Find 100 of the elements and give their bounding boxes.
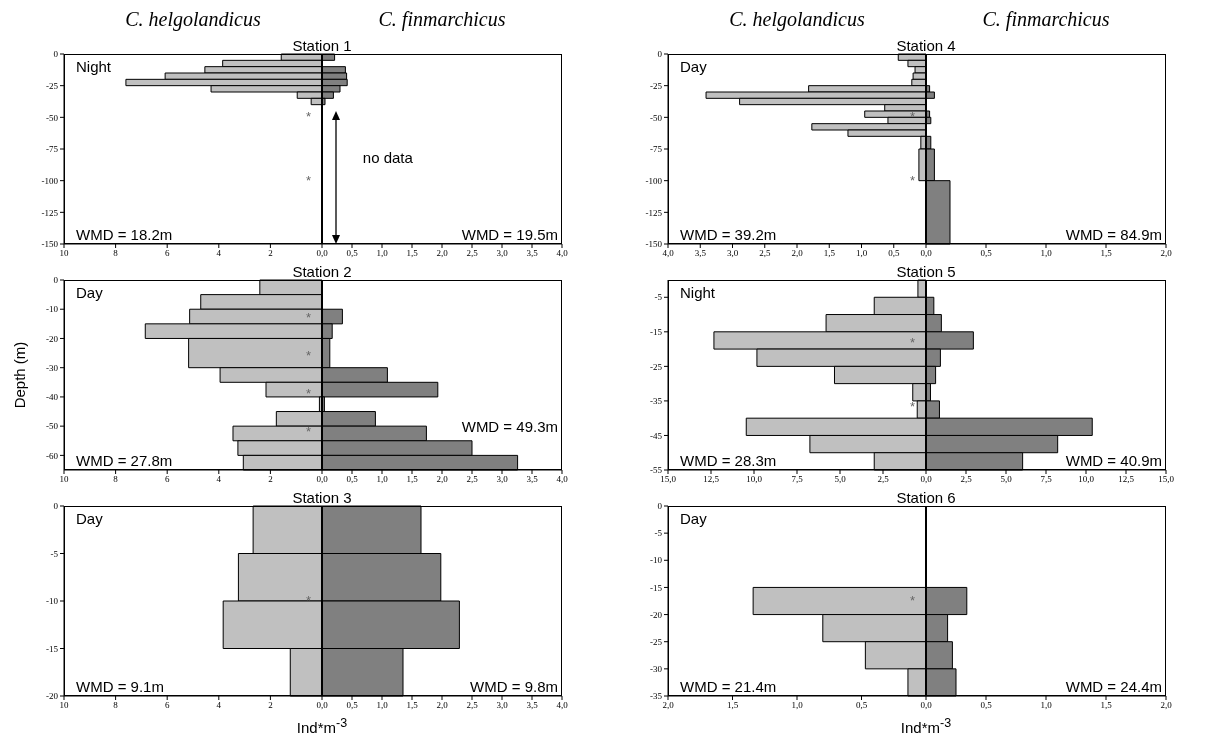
- y-tick-label: -5: [654, 528, 663, 539]
- y-tick-label: -25: [650, 636, 663, 647]
- y-tick-label: -5: [654, 292, 663, 303]
- y-tick-label: 0: [657, 49, 663, 60]
- x-tick-label: 1,0: [376, 474, 389, 485]
- annotation: WMD = 21.4m: [680, 678, 777, 695]
- x-tick-label: 2: [268, 248, 273, 259]
- annotation: WMD = 39.2m: [680, 226, 777, 243]
- x-tick-label: 8: [113, 474, 119, 485]
- x-tick-label: 2: [268, 700, 273, 711]
- x-tick-label: 0,5: [888, 248, 900, 259]
- x-tick-label: 1,5: [726, 700, 739, 711]
- annotation: Day: [76, 284, 103, 301]
- y-tick-label: -30: [46, 362, 59, 373]
- annotation: *: [306, 310, 312, 325]
- annotation: Night: [680, 284, 716, 301]
- annotation: WMD = 84.9m: [1065, 226, 1162, 243]
- x-tick-label: 4,0: [556, 700, 569, 711]
- x-tick-label: 5,0: [1000, 474, 1013, 485]
- y-tick-label: -125: [41, 207, 59, 218]
- x-tick-label: 8: [113, 700, 119, 711]
- annotation: no data: [362, 149, 413, 166]
- x-tick-label: 1,0: [1040, 700, 1053, 711]
- x-tick-label: 4,0: [662, 248, 675, 259]
- annotation: *: [910, 593, 916, 608]
- annotation: *: [910, 172, 916, 188]
- y-tick-label: 0: [53, 501, 59, 512]
- y-tick-label: -35: [650, 691, 663, 702]
- annotation: *: [306, 172, 312, 188]
- x-tick-label: 2,0: [436, 474, 449, 485]
- x-tick-label: 15,0: [660, 474, 677, 485]
- y-tick-label: -150: [645, 239, 663, 250]
- annotation: WMD = 9.1m: [76, 678, 164, 695]
- y-tick-label: -15: [46, 643, 59, 654]
- chart-title: Station 2: [292, 263, 352, 280]
- x-tick-label: 7,5: [1040, 474, 1053, 485]
- x-tick-label: 7,5: [791, 474, 804, 485]
- chart-title: Station 1: [292, 37, 352, 54]
- y-tick-label: -40: [46, 392, 59, 403]
- chart-subtitle: C. helgolandicus: [728, 8, 866, 33]
- annotation: WMD = 19.5m: [461, 226, 558, 243]
- x-tick-label: 3,5: [694, 248, 707, 259]
- x-tick-label: 6: [164, 248, 170, 259]
- y-tick-label: -30: [650, 664, 663, 675]
- x-tick-label: 10: [59, 700, 69, 711]
- x-tick-label: 4: [216, 474, 222, 485]
- x-tick-label: 1,5: [406, 248, 419, 259]
- x-tick-label: 0,0: [316, 248, 329, 259]
- x-tick-label: 4: [216, 248, 222, 259]
- y-tick-label: -10: [46, 304, 59, 315]
- annotation: Day: [680, 510, 707, 527]
- annotation: *: [306, 424, 312, 439]
- annotation: WMD = 49.3m: [461, 418, 558, 436]
- x-tick-label: 2,0: [662, 700, 675, 711]
- x-tick-label: 10,0: [746, 474, 763, 485]
- y-tick-label: -15: [650, 327, 663, 338]
- x-tick-label: 12,5: [1118, 474, 1135, 485]
- annotation: *: [910, 109, 916, 125]
- x-tick-label: 2,5: [466, 700, 479, 711]
- y-tick-label: -100: [645, 175, 663, 186]
- x-tick-label: 1,0: [376, 248, 389, 259]
- x-tick-label: 0,5: [980, 248, 993, 259]
- annotation: *: [910, 398, 916, 414]
- annotation: Day: [680, 58, 707, 75]
- y-tick-label: -55: [650, 465, 663, 476]
- x-tick-label: 15,0: [1158, 474, 1175, 485]
- chart-title: Station 6: [896, 489, 956, 506]
- x-tick-label: 3,0: [496, 248, 509, 259]
- y-tick-label: -75: [46, 144, 59, 155]
- x-tick-label: 2,0: [436, 248, 449, 259]
- y-tick-label: -50: [46, 421, 59, 432]
- chart-subtitle: C. finmarchicus: [377, 8, 507, 33]
- x-tick-label: 10: [59, 474, 69, 485]
- y-tick-label: -10: [650, 555, 663, 566]
- x-tick-label: 3,5: [526, 700, 539, 711]
- x-tick-label: 1,5: [1100, 248, 1113, 259]
- x-tick-label: 2,0: [791, 248, 804, 259]
- chart-title: Station 4: [896, 37, 956, 54]
- y-tick-label: -150: [41, 239, 59, 250]
- y-tick-label: -50: [46, 112, 59, 123]
- x-tick-label: 2,0: [1160, 700, 1173, 711]
- x-tick-label: 0,0: [920, 700, 933, 711]
- x-tick-label: 3,0: [726, 248, 739, 259]
- chart-subtitle: C. finmarchicus: [981, 8, 1111, 33]
- x-tick-label: 5,0: [834, 474, 847, 485]
- x-tick-label: 4,0: [556, 248, 569, 259]
- y-tick-label: -50: [650, 112, 663, 123]
- y-tick-label: -75: [650, 144, 663, 155]
- x-tick-label: 2,5: [466, 474, 479, 485]
- x-tick-label: 1,0: [376, 700, 389, 711]
- x-tick-label: 1,0: [855, 248, 868, 259]
- y-tick-label: -45: [650, 430, 663, 441]
- x-tick-label: 3,5: [526, 474, 539, 485]
- x-tick-label: 12,5: [703, 474, 720, 485]
- x-tick-label: 0,5: [855, 700, 868, 711]
- y-tick-label: -20: [650, 609, 663, 620]
- y-axis-title: Depth (m): [11, 341, 29, 409]
- chart-title: Station 3: [292, 489, 352, 506]
- y-tick-label: -25: [650, 361, 663, 372]
- x-tick-label: 2,5: [960, 474, 973, 485]
